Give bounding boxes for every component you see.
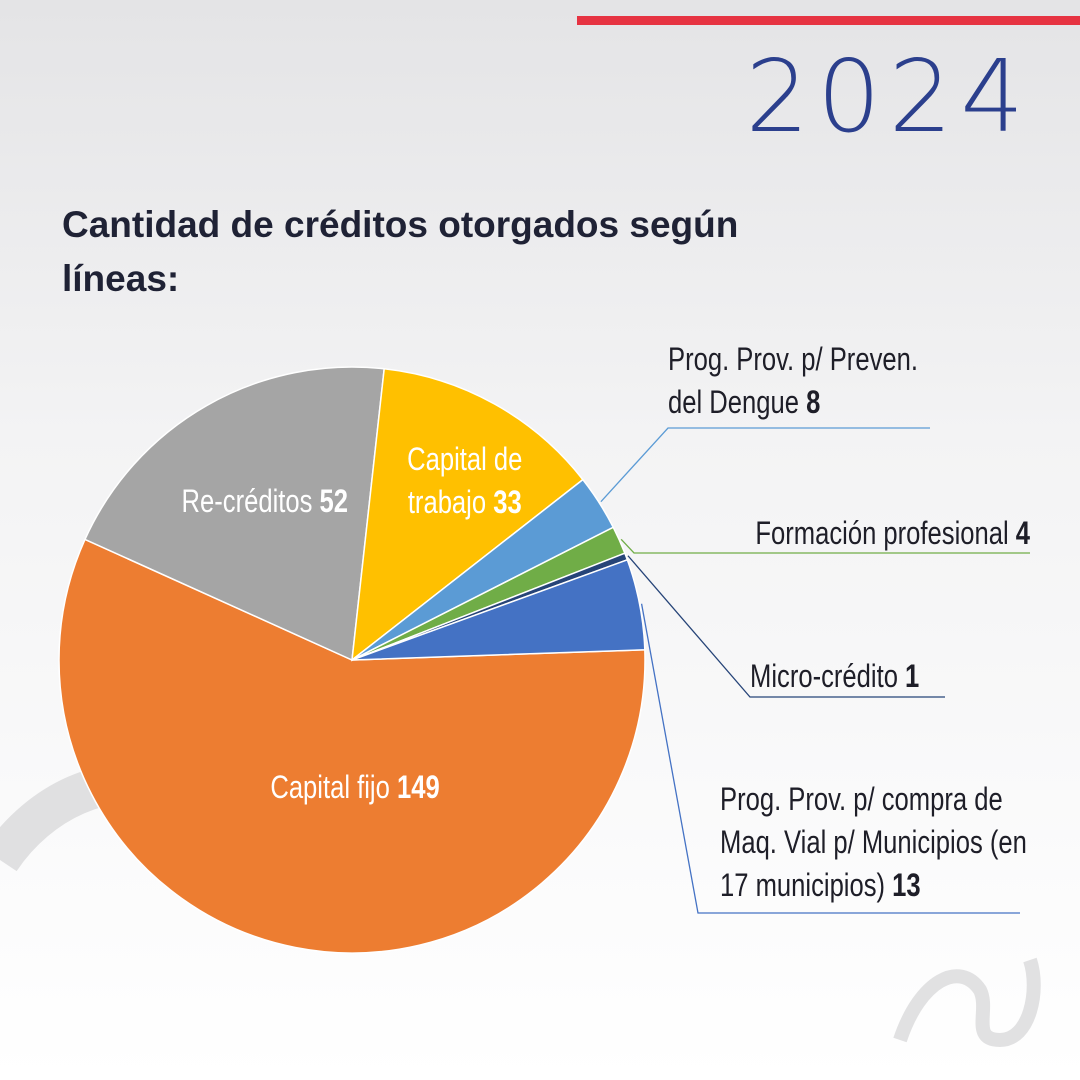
slice-label: Prog. Prov. p/ Preven. del Dengue 8 (668, 338, 958, 424)
label-value: 149 (396, 769, 440, 805)
label-name: Capital fijo (270, 769, 390, 805)
pie-slice (83, 366, 386, 662)
slice-label: Capital fijo 149 (195, 766, 515, 809)
slice-label: Micro-crédito 1 (750, 655, 970, 698)
label-value: 1 (905, 658, 920, 694)
leader-line (640, 603, 1020, 914)
leader-line (620, 538, 1030, 554)
pie-slice (351, 558, 646, 661)
year: 2024 (745, 38, 1032, 155)
label-value: 13 (892, 867, 921, 903)
label-value: 4 (1015, 515, 1030, 551)
label-name: Prog. Prov. p/ compra de Maq. Vial p/ Mu… (720, 781, 1027, 903)
slice-label: Prog. Prov. p/ compra de Maq. Vial p/ Mu… (720, 778, 1040, 907)
slice-label: Formación profesional 4 (550, 512, 1030, 555)
label-name: Capital de trabajo (407, 441, 523, 520)
slice-label: Re-créditos 52 (170, 480, 360, 523)
chart-title: Cantidad de créditos otorgados según lín… (62, 204, 739, 299)
label-name: Prog. Prov. p/ Preven. del Dengue (668, 341, 918, 420)
accent-bar (577, 16, 1080, 25)
pie-slice (351, 367, 584, 662)
label-name: Micro-crédito (750, 658, 898, 694)
leader-line (627, 555, 945, 698)
label-value: 8 (806, 384, 821, 420)
pie-slice (58, 538, 646, 954)
label-name: Formación profesional (755, 515, 1009, 551)
label-name: Re-créditos (181, 483, 313, 519)
slice-label: Capital de trabajo 33 (370, 438, 560, 524)
label-value: 52 (319, 483, 349, 519)
leader-line (600, 427, 930, 503)
label-value: 33 (493, 484, 522, 520)
